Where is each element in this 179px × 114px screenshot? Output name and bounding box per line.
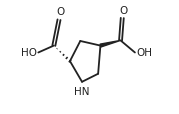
Text: O: O [56,7,64,17]
Text: O: O [119,5,128,15]
Text: HO: HO [21,48,37,58]
Text: OH: OH [136,48,152,58]
Text: HN: HN [74,87,89,97]
Polygon shape [100,41,120,48]
